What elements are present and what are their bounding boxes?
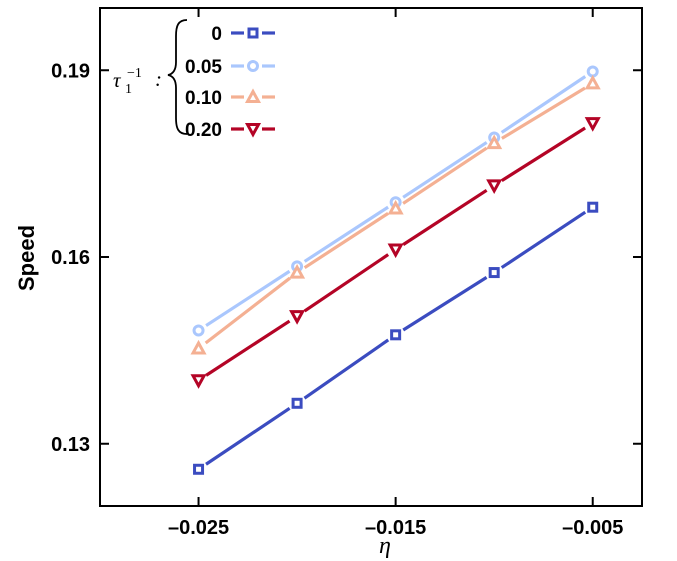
series-0 [193, 201, 599, 475]
series-0.20 [190, 117, 601, 389]
y-axis-title: Speed [14, 225, 39, 291]
series-layer [190, 65, 601, 475]
series-line-segment [303, 338, 390, 400]
series-line-segment [205, 406, 291, 466]
legend-brace [167, 19, 188, 135]
data-point [390, 329, 402, 341]
data-point [488, 267, 500, 279]
legend-label: 0.10 [185, 88, 222, 109]
data-point [486, 134, 503, 150]
legend-label: 0.05 [185, 57, 222, 78]
x-tick-label: –0.025 [168, 517, 229, 539]
series-line-segment [402, 188, 488, 246]
legend-marker [247, 27, 259, 39]
data-point [587, 201, 599, 213]
legend-title-colon: : [155, 67, 162, 91]
series-line-segment [205, 319, 291, 377]
legend-title-symbol: τ [113, 68, 122, 92]
legend-layer: τ 1−1: 0 0.05 0.10 0.20 [113, 19, 275, 141]
data-point [291, 397, 303, 409]
series-line-segment [500, 126, 586, 182]
data-point [192, 324, 205, 337]
legend-title-superscript: −1 [127, 66, 142, 81]
x-tick-label: –0.015 [365, 517, 426, 539]
data-point [584, 74, 601, 90]
x-axis-title: η [379, 533, 391, 559]
legend-title-subscript: 1 [125, 82, 132, 97]
plot-frame-layer [99, 7, 643, 507]
legend-marker [244, 123, 262, 138]
data-point [289, 310, 306, 325]
series-line-segment [204, 276, 291, 345]
series-line-segment [303, 253, 390, 313]
series-0.05 [192, 65, 599, 337]
data-point [190, 374, 207, 389]
legend-marker [247, 60, 259, 72]
series-line-segment [501, 86, 586, 140]
series-line-segment [402, 276, 488, 332]
series-line-segment [500, 75, 587, 134]
data-point [486, 179, 503, 195]
legend-label: 0.20 [185, 120, 222, 141]
series-line-segment [402, 146, 488, 205]
data-point [193, 463, 205, 475]
data-point [584, 117, 601, 132]
ticks-layer: –0.025 –0.015 –0.005 0.13 0.16 0.19 [51, 8, 642, 539]
data-point [190, 339, 207, 355]
series-line-segment [402, 141, 488, 199]
data-point [387, 199, 404, 215]
series-line-segment [303, 212, 389, 269]
y-tick-label: 0.19 [51, 60, 90, 82]
data-point [387, 243, 404, 259]
data-point [289, 263, 306, 279]
plot-frame [99, 7, 643, 507]
series-0.10 [190, 74, 601, 355]
series-line-segment [205, 269, 291, 327]
y-tick-label: 0.16 [51, 247, 90, 269]
series-line-segment [500, 210, 587, 269]
y-tick-label: 0.13 [51, 434, 90, 456]
legend-label: 0 [211, 24, 222, 45]
x-tick-label: –0.005 [562, 517, 623, 539]
legend-marker [244, 88, 262, 103]
data-point [586, 65, 599, 78]
series-line-segment [303, 205, 389, 263]
